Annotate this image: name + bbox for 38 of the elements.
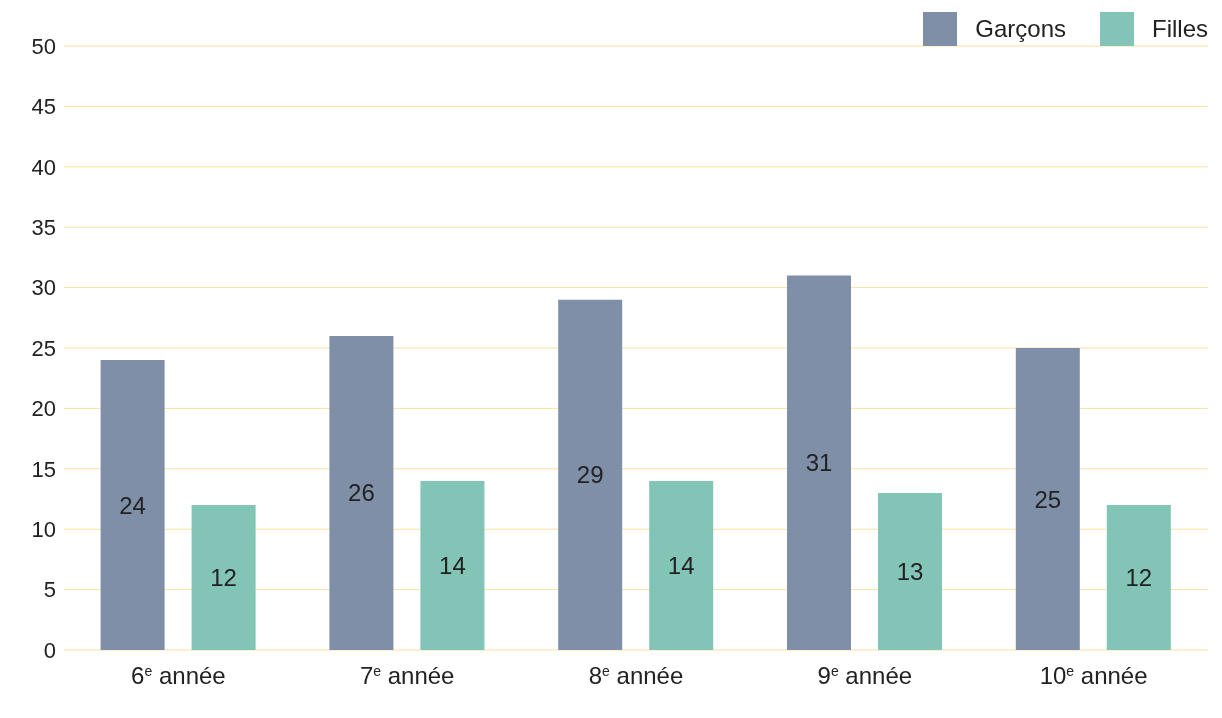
x-tick-label: 10$^{e}$ année [1039, 662, 1148, 689]
data-label: 13 [896, 558, 924, 585]
bar [100, 360, 165, 650]
bar [420, 480, 485, 650]
bar [558, 299, 623, 650]
legend-label: Garçons [975, 15, 1066, 43]
bar [787, 275, 852, 650]
y-tick-label: 40 [31, 154, 56, 180]
y-tick-label: 50 [31, 33, 56, 59]
data-label: 14 [667, 551, 695, 579]
data-label: 14 [439, 551, 466, 579]
bar [649, 480, 714, 650]
data-label: 12 [210, 564, 237, 592]
data-label: 26 [348, 479, 375, 507]
y-tick-label: 0 [43, 637, 56, 663]
y-tick-label: 35 [31, 215, 56, 241]
x-tick-label: 9$^{e}$ année [817, 662, 913, 689]
y-tick-label: 10 [31, 517, 56, 543]
bar [1106, 505, 1171, 650]
y-tick-label: 5 [43, 577, 56, 603]
y-tick-label: 45 [31, 94, 56, 120]
x-tick-label: 6$^{e}$ année [131, 662, 226, 689]
bar [878, 492, 943, 650]
bar [329, 335, 394, 650]
y-tick-label: 30 [31, 275, 56, 301]
y-tick-label: 20 [31, 396, 56, 422]
legend-label: Filles [1151, 15, 1208, 43]
data-label: 29 [576, 461, 604, 489]
y-tick-label: 15 [31, 456, 56, 482]
x-tick-label: 8$^{e}$ année [588, 662, 684, 689]
x-tick-label: 7$^{e}$ année [359, 662, 455, 689]
data-label: 24 [119, 491, 146, 519]
bar [191, 505, 256, 650]
data-label: 12 [1125, 564, 1153, 592]
data-label: 31 [805, 449, 833, 477]
bar [1015, 348, 1080, 650]
y-tick-label: 25 [31, 335, 56, 361]
data-label: 25 [1034, 485, 1062, 513]
